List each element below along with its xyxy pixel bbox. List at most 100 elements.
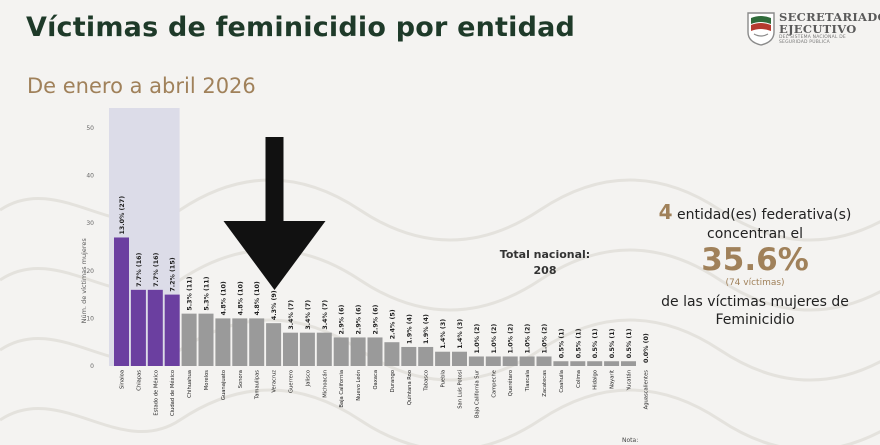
data-label-20: 1.4% (3) — [457, 319, 464, 349]
y-tick-label: 0 — [90, 363, 94, 370]
data-label-8: 4.8% (10) — [254, 281, 261, 315]
category-label-11: Jalisco — [305, 370, 311, 387]
data-label-5: 5.3% (11) — [204, 276, 211, 310]
category-label-30: Yucatán — [626, 370, 633, 391]
data-label-22: 1.0% (2) — [491, 324, 498, 354]
logo-line2: EJECUTIVO — [779, 22, 857, 36]
category-label-25: Zacatecas — [542, 370, 548, 397]
bar-23 — [502, 356, 518, 366]
bar-26 — [553, 361, 569, 366]
total-box: Total nacional: 208 — [493, 247, 597, 279]
summary-line2: concentran el — [707, 226, 803, 242]
category-label-9: Veracruz — [272, 370, 278, 393]
bar-22 — [485, 356, 501, 366]
summary-line1: entidad(es) federativa(s) — [672, 207, 852, 223]
data-label-24: 1.0% (2) — [525, 324, 532, 354]
bar-12 — [316, 332, 332, 366]
data-label-9: 4.3% (9) — [271, 290, 278, 320]
data-label-28: 0.5% (1) — [592, 328, 599, 358]
category-label-19: Puebla — [441, 370, 447, 387]
y-tick-label: 50 — [86, 125, 94, 132]
bar-4 — [181, 313, 197, 366]
data-label-18: 1.9% (4) — [423, 314, 430, 344]
category-label-10: Guerrero — [289, 370, 295, 393]
logo-line1: SECRETARIADO — [779, 10, 880, 24]
data-label-6: 4.8% (10) — [220, 281, 227, 315]
secretariado-logo: SECRETARIADO EJECUTIVO DEL SISTEMA NACIO… — [746, 10, 880, 50]
page-subtitle: De enero a abril 2026 — [27, 74, 256, 98]
data-label-29: 0.5% (1) — [609, 328, 616, 358]
bar-10 — [283, 332, 298, 366]
bar-9 — [266, 323, 282, 366]
data-label-3: 7.2% (15) — [170, 257, 177, 291]
emblem-icon — [747, 12, 775, 46]
bar-19 — [435, 351, 451, 366]
data-label-7: 4.8% (10) — [237, 281, 244, 315]
total-label: Total nacional: — [499, 248, 591, 261]
category-label-29: Nayarit — [610, 370, 616, 389]
summary-victims: (74 víctimas) — [725, 278, 785, 288]
bar-7 — [232, 318, 248, 366]
logo-line3: DEL SISTEMA NACIONAL DE SEGURIDAD PÚBLIC… — [779, 35, 846, 45]
data-label-13: 2.9% (6) — [339, 305, 346, 335]
bar-16 — [384, 342, 400, 366]
bar-13 — [333, 337, 349, 366]
data-label-4: 5.3% (11) — [187, 276, 194, 310]
bar-1 — [130, 289, 146, 366]
arrow-down-icon — [223, 221, 326, 290]
bar-15 — [367, 337, 383, 366]
category-label-23: Querétaro — [507, 370, 514, 396]
category-label-28: Hidalgo — [593, 370, 599, 390]
bar-25 — [536, 356, 552, 366]
summary-line5: Feminicidio — [715, 312, 795, 328]
data-label-16: 2.4% (5) — [389, 309, 396, 339]
data-label-21: 1.0% (2) — [474, 324, 481, 354]
category-label-5: Morelos — [204, 370, 210, 390]
y-tick-label: 20 — [86, 268, 94, 275]
summary-percent: 35.6% — [701, 242, 809, 278]
bar-3 — [164, 294, 180, 366]
page-title: Víctimas de feminicidio por entidad — [26, 12, 576, 43]
category-label-20: San Luis Potosí — [457, 369, 464, 408]
bar-24 — [519, 356, 535, 366]
data-label-1: 7.7% (16) — [136, 253, 143, 287]
data-label-12: 3.4% (7) — [322, 300, 329, 330]
bar-18 — [418, 346, 434, 366]
category-label-4: Chihuahua — [187, 370, 193, 398]
data-label-19: 1.4% (3) — [440, 319, 447, 349]
bar-14 — [350, 337, 366, 366]
bar-5 — [198, 313, 214, 366]
category-label-22: Campeche — [491, 370, 497, 398]
data-label-2: 7.7% (16) — [153, 253, 160, 287]
data-label-15: 2.9% (6) — [373, 305, 380, 335]
summary-line4: de las víctimas mujeres de — [661, 294, 849, 310]
category-label-18: Tabasco — [424, 370, 430, 392]
summary-count: 4 — [658, 200, 673, 224]
category-label-26: Coahuila — [559, 370, 565, 393]
y-axis-label: Núm. de víctimas mujeres — [80, 238, 88, 324]
bar-17 — [401, 346, 417, 366]
category-label-24: Tlaxcala — [525, 370, 531, 392]
data-label-14: 2.9% (6) — [356, 305, 363, 335]
bar-20 — [452, 351, 467, 366]
bar-30 — [621, 361, 636, 366]
y-tick-label: 10 — [86, 315, 94, 322]
category-label-3: Ciudad de México — [169, 370, 176, 416]
data-label-10: 3.4% (7) — [288, 300, 295, 330]
total-value: 208 — [533, 264, 557, 277]
category-label-6: Guanajuato — [221, 370, 227, 400]
category-label-17: Quintana Roo — [407, 370, 413, 405]
data-label-0: 13.0% (27) — [119, 196, 126, 235]
data-label-25: 1.0% (2) — [542, 324, 549, 354]
arrow-shaft — [265, 137, 284, 229]
bar-29 — [604, 361, 620, 366]
bar-2 — [147, 289, 163, 366]
bar-6 — [215, 318, 231, 366]
data-label-26: 0.5% (1) — [558, 328, 565, 358]
data-label-11: 3.4% (7) — [305, 300, 312, 330]
bar-28 — [587, 361, 603, 366]
category-label-0: Sinaloa — [120, 370, 126, 389]
category-label-7: Sonora — [238, 370, 244, 388]
y-tick-label: 30 — [86, 220, 94, 227]
